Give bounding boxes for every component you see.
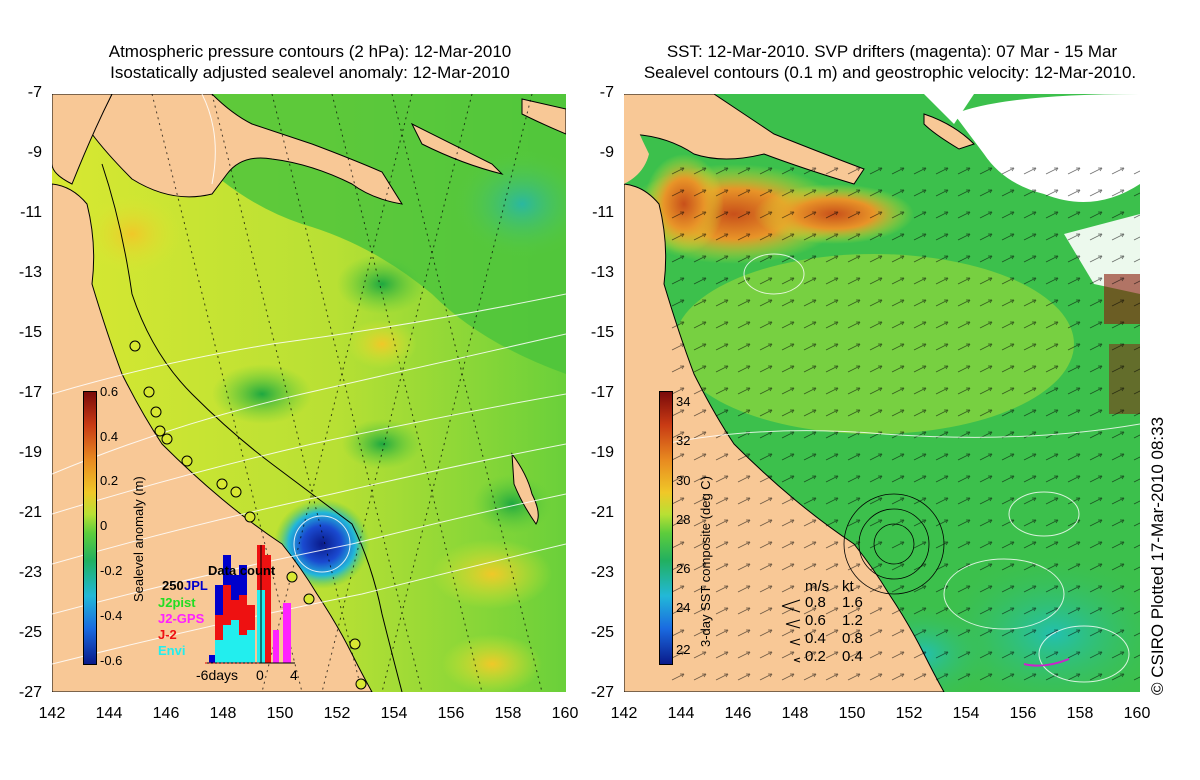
right-lat-tick: -25	[590, 624, 614, 641]
left-lon-tick: 152	[323, 705, 351, 722]
right-lon-tick: 150	[838, 705, 866, 722]
left-lon-tick: 150	[266, 705, 294, 722]
right-lat-tick: -9	[599, 144, 614, 161]
left-lat-tick: -7	[27, 84, 42, 101]
right-lon-tick: 146	[724, 705, 752, 722]
sealevel-map-svg	[52, 94, 566, 692]
velocity-kt-2: 0.8	[842, 630, 863, 647]
sealevel-cbar-tick-4: -0.2	[100, 563, 123, 578]
right-lat-tick: -17	[590, 384, 614, 401]
right-lon-tick: 154	[952, 705, 980, 722]
right-lon-tick: 148	[781, 705, 809, 722]
velocity-kt-0: 1.6	[842, 594, 863, 611]
left-lat-tick: -27	[18, 684, 42, 701]
left-lon-tick: 144	[95, 705, 123, 722]
velocity-legend-header-kt: kt	[842, 578, 854, 595]
sst-cbar-label: 3-day SST composite (deg C)	[698, 476, 713, 647]
left-lat-tick: -19	[18, 444, 42, 461]
sst-cbar-tick-2: 30	[676, 473, 691, 488]
sst-cbar-tick-3: 28	[676, 512, 691, 527]
left-lat-tick: -11	[20, 204, 42, 221]
left-lat-tick: -15	[18, 324, 42, 341]
left-lat-tick: -17	[18, 384, 42, 401]
sealevel-cbar-tick-1: 0.4	[100, 429, 119, 444]
right-title-line2: Sealevel contours (0.1 m) and geostrophi…	[643, 63, 1137, 82]
inset-xlabel-zero: 0	[256, 667, 264, 683]
left-lat-tick: -21	[18, 504, 42, 521]
sst-map	[624, 94, 1140, 692]
right-lon-tick: 156	[1009, 705, 1037, 722]
velocity-legend-header-ms: m/s	[805, 578, 830, 595]
right-lon-tick: 160	[1123, 705, 1151, 722]
legend-j2pist: J2pist	[158, 595, 196, 610]
left-lon-tick: 142	[38, 705, 66, 722]
inset-xlabel-four: 4	[290, 667, 298, 683]
left-title-line2: Isostatically adjusted sealevel anomaly:…	[110, 63, 510, 82]
left-lon-tick: 148	[209, 705, 237, 722]
legend-envi: Envi	[158, 643, 186, 658]
legend-j2gps: J2-GPS	[158, 611, 205, 626]
right-lon-tick: 158	[1066, 705, 1094, 722]
data-count-bars	[205, 540, 295, 664]
csiro-credit: © CSIRO Plotted 17-Mar-2010 08:33	[1148, 416, 1167, 695]
right-lat-tick: -27	[590, 684, 614, 701]
right-lat-tick: -19	[590, 444, 614, 461]
left-lon-tick: 146	[152, 705, 180, 722]
sealevel-colorbar	[83, 391, 97, 665]
legend-j2: J-2	[158, 627, 177, 642]
right-lon-tick: 144	[667, 705, 695, 722]
left-lon-tick: 160	[551, 705, 579, 722]
left-lon-tick: 154	[380, 705, 408, 722]
left-lon-tick: 158	[494, 705, 522, 722]
right-title-line1: SST: 12-Mar-2010. SVP drifters (magenta)…	[666, 42, 1118, 61]
sealevel-cbar-tick-6: -0.6	[100, 653, 123, 668]
left-lat-tick: -13	[18, 264, 42, 281]
sealevel-cbar-tick-5: -0.4	[100, 608, 123, 623]
velocity-ms-3: 0.2	[805, 648, 826, 665]
sealevel-cbar-tick-3: 0	[100, 518, 108, 533]
velocity-kt-3: 0.4	[842, 648, 863, 665]
right-lat-tick: -23	[590, 564, 614, 581]
right-lat-tick: -11	[592, 204, 614, 221]
sst-cbar-tick-1: 32	[676, 433, 691, 448]
legend-jpl: JPL	[184, 578, 208, 593]
velocity-legend-arrows	[781, 599, 801, 663]
right-lat-tick: -13	[590, 264, 614, 281]
left-lat-tick: -25	[18, 624, 42, 641]
inset-xlabel-days: -6days	[196, 667, 239, 683]
left-lat-tick: -23	[18, 564, 42, 581]
sealevel-cbar-label: Sealevel anomaly (m)	[131, 476, 146, 602]
data-count-value: 250	[162, 578, 184, 593]
data-count-title: Data count	[208, 563, 276, 578]
sealevel-cbar-tick-2: 0.2	[100, 473, 119, 488]
velocity-ms-0: 0.8	[805, 594, 826, 611]
data-count-inset	[205, 540, 295, 665]
sst-cbar-tick-5: 24	[676, 600, 691, 615]
right-lon-tick: 152	[895, 705, 923, 722]
right-lat-tick: -21	[590, 504, 614, 521]
sealevel-cbar-tick-0: 0.6	[100, 384, 119, 399]
right-lat-tick: -15	[590, 324, 614, 341]
velocity-ms-1: 0.6	[805, 612, 826, 629]
velocity-kt-1: 1.2	[842, 612, 863, 629]
sst-cbar-tick-4: 26	[676, 561, 691, 576]
right-lat-tick: -7	[599, 84, 614, 101]
left-lon-tick: 156	[437, 705, 465, 722]
sst-colorbar	[659, 391, 673, 665]
left-title-line1: Atmospheric pressure contours (2 hPa): 1…	[108, 42, 512, 61]
velocity-ms-2: 0.4	[805, 630, 826, 647]
sst-cbar-tick-6: 22	[676, 642, 691, 657]
sst-cbar-tick-0: 34	[676, 394, 691, 409]
sealevel-anomaly-map	[52, 94, 566, 692]
right-lon-tick: 142	[610, 705, 638, 722]
sst-map-svg	[624, 94, 1140, 692]
left-lat-tick: -9	[27, 144, 42, 161]
